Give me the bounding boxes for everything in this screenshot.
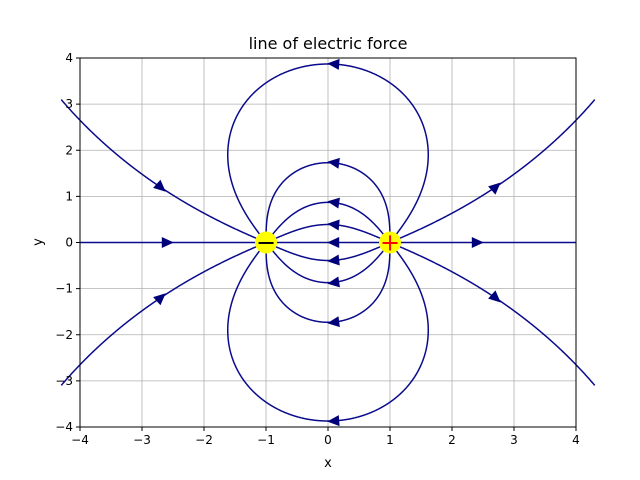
axis-ticks: −4 −3 −2 −1 0 1 2 3 4 −4 −3 −2 −1 0 1 2 3 4 <box>55 51 580 447</box>
x-tick-label: −1 <box>257 433 275 447</box>
field-line <box>226 242 430 422</box>
y-tick-label: −2 <box>55 328 73 342</box>
chart-title: line of electric force <box>249 34 408 53</box>
field-line <box>390 242 596 386</box>
field-line <box>266 223 390 243</box>
negative-charge <box>255 231 277 254</box>
y-tick-label: 3 <box>65 97 73 111</box>
field-line <box>265 243 391 324</box>
x-tick-label: 4 <box>572 433 580 447</box>
y-tick-label: −1 <box>55 282 73 296</box>
positive-charge-symbol: + <box>380 229 400 257</box>
y-tick-label: 1 <box>65 189 73 203</box>
field-arrow <box>488 182 501 195</box>
field-arrow <box>327 316 340 328</box>
field-line <box>390 99 596 243</box>
field-arrow <box>327 254 340 266</box>
field-line <box>265 161 391 242</box>
field-line <box>265 242 391 284</box>
x-tick-label: 3 <box>510 433 518 447</box>
field-arrow <box>153 293 166 306</box>
field-arrow <box>161 237 174 248</box>
field-arrow <box>327 219 340 231</box>
field-arrow <box>327 276 340 288</box>
field-arrow <box>327 157 340 169</box>
direction-arrows <box>153 58 501 427</box>
x-tick-label: −4 <box>71 433 89 447</box>
y-tick-label: 4 <box>65 51 73 65</box>
x-tick-label: 1 <box>386 433 394 447</box>
y-tick-label: −4 <box>55 420 73 434</box>
field-line <box>266 242 390 262</box>
field-arrow <box>488 290 501 303</box>
field-arrow <box>327 58 340 70</box>
y-tick-label: 2 <box>65 143 73 157</box>
field-arrow <box>327 197 340 209</box>
field-arrow <box>153 179 166 192</box>
field-line <box>265 201 391 243</box>
y-axis-label: y <box>31 238 46 246</box>
x-tick-label: −2 <box>195 433 213 447</box>
field-arrow <box>327 415 340 427</box>
positive-charge <box>379 231 401 254</box>
y-tick-label: −3 <box>55 374 73 388</box>
field-arrow <box>327 237 340 248</box>
field-line <box>60 99 266 243</box>
field-line <box>60 242 266 386</box>
y-tick-label: 0 <box>65 236 73 250</box>
negative-charge-symbol: − <box>256 229 276 257</box>
field-arrow <box>471 237 484 248</box>
x-axis-label: x <box>324 456 332 471</box>
charges: − + <box>255 229 401 257</box>
x-tick-label: 2 <box>448 433 456 447</box>
field-line <box>226 63 430 243</box>
x-tick-label: 0 <box>324 433 332 447</box>
x-tick-label: −3 <box>133 433 151 447</box>
